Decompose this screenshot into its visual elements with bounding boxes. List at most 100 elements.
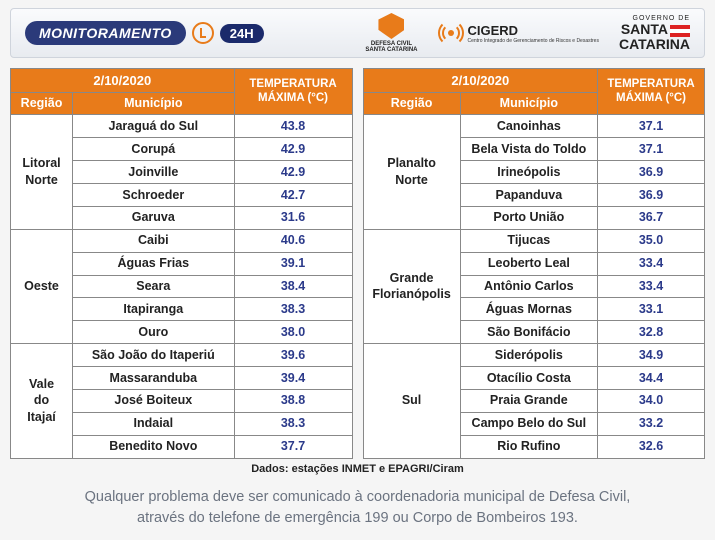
temp-cell: 35.0 <box>598 229 705 252</box>
temp-cell: 31.6 <box>234 206 352 229</box>
shield-icon <box>378 13 404 39</box>
temp-cell: 42.9 <box>234 138 352 161</box>
col-muni: Município <box>73 92 235 115</box>
muni-cell: Tijucas <box>460 229 597 252</box>
broadcast-icon <box>438 20 464 46</box>
defesa-civil-logo: DEFESA CIVILSANTA CATARINA <box>365 13 417 53</box>
table-row: OesteCaibi40.6 <box>11 229 353 252</box>
muni-cell: Bela Vista do Toldo <box>460 138 597 161</box>
temp-cell: 37.1 <box>598 138 705 161</box>
header-logos: DEFESA CIVILSANTA CATARINA CIGERD Centro… <box>365 13 690 53</box>
muni-cell: Caibi <box>73 229 235 252</box>
date-header: 2/10/2020 <box>11 69 235 93</box>
temp-cell: 42.7 <box>234 184 352 207</box>
table-row: GrandeFlorianópolisTijucas35.0 <box>363 229 705 252</box>
region-cell: GrandeFlorianópolis <box>363 229 460 343</box>
table-row: ValedoItajaíSão João do Itaperiú39.6 <box>11 344 353 367</box>
muni-cell: Itapiranga <box>73 298 235 321</box>
data-source: Dados: estações INMET e EPAGRI/Ciram <box>10 459 705 477</box>
monitoramento-pill: MONITORAMENTO <box>25 21 186 45</box>
right-tbody: PlanaltoNorteCanoinhas37.1Bela Vista do … <box>363 115 705 458</box>
muni-cell: Irineópolis <box>460 161 597 184</box>
table-row: SulSiderópolis34.9 <box>363 344 705 367</box>
muni-cell: São João do Itaperiú <box>73 344 235 367</box>
temp-cell: 38.8 <box>234 389 352 412</box>
region-cell: LitoralNorte <box>11 115 73 229</box>
temp-cell: 33.4 <box>598 275 705 298</box>
muni-cell: Otacílio Costa <box>460 367 597 390</box>
temp-cell: 38.3 <box>234 298 352 321</box>
cigerd-logo: CIGERD Centro Integrado de Gerenciamento… <box>438 20 599 46</box>
muni-cell: Praia Grande <box>460 389 597 412</box>
col-muni: Município <box>460 92 597 115</box>
clock-icon <box>192 22 214 44</box>
muni-cell: Campo Belo do Sul <box>460 412 597 435</box>
right-table: 2/10/2020 TEMPERATURAMÁXIMA (°C) Região … <box>363 68 706 459</box>
tables-container: 2/10/2020 TEMPERATURAMÁXIMA (°C) Região … <box>10 68 705 459</box>
temp-cell: 38.4 <box>234 275 352 298</box>
temp-cell: 33.4 <box>598 252 705 275</box>
muni-cell: Águas Frias <box>73 252 235 275</box>
table-row: PlanaltoNorteCanoinhas37.1 <box>363 115 705 138</box>
footer-note: Qualquer problema deve ser comunicado à … <box>10 477 705 529</box>
temp-header: TEMPERATURAMÁXIMA (°C) <box>598 69 705 115</box>
temp-cell: 40.6 <box>234 229 352 252</box>
region-cell: Sul <box>363 344 460 458</box>
temp-cell: 32.6 <box>598 435 705 458</box>
temp-cell: 34.9 <box>598 344 705 367</box>
muni-cell: Papanduva <box>460 184 597 207</box>
right-table-wrap: 2/10/2020 TEMPERATURAMÁXIMA (°C) Região … <box>363 68 706 459</box>
temp-cell: 38.0 <box>234 321 352 344</box>
temp-cell: 37.1 <box>598 115 705 138</box>
temp-cell: 34.0 <box>598 389 705 412</box>
temp-cell: 39.6 <box>234 344 352 367</box>
temp-cell: 39.1 <box>234 252 352 275</box>
santa-catarina-logo: GOVERNO DE SANTA CATARINA <box>619 15 690 50</box>
header-bar: MONITORAMENTO 24H DEFESA CIVILSANTA CATA… <box>10 8 705 58</box>
muni-cell: Seara <box>73 275 235 298</box>
defesa-civil-label: DEFESA CIVILSANTA CATARINA <box>365 41 417 53</box>
left-table-wrap: 2/10/2020 TEMPERATURAMÁXIMA (°C) Região … <box>10 68 353 459</box>
temp-cell: 36.9 <box>598 161 705 184</box>
temp-header: TEMPERATURAMÁXIMA (°C) <box>234 69 352 115</box>
col-region: Região <box>363 92 460 115</box>
cigerd-text: CIGERD <box>468 23 599 38</box>
muni-cell: Massaranduba <box>73 367 235 390</box>
region-cell: Oeste <box>11 229 73 343</box>
muni-cell: Schroeder <box>73 184 235 207</box>
date-header: 2/10/2020 <box>363 69 598 93</box>
left-table: 2/10/2020 TEMPERATURAMÁXIMA (°C) Região … <box>10 68 353 459</box>
temp-cell: 33.1 <box>598 298 705 321</box>
flag-icon <box>670 25 690 37</box>
muni-cell: Ouro <box>73 321 235 344</box>
badge-24h: 24H <box>220 24 264 43</box>
muni-cell: Antônio Carlos <box>460 275 597 298</box>
muni-cell: Rio Rufino <box>460 435 597 458</box>
muni-cell: Jaraguá do Sul <box>73 115 235 138</box>
muni-cell: Canoinhas <box>460 115 597 138</box>
col-region: Região <box>11 92 73 115</box>
muni-cell: São Bonifácio <box>460 321 597 344</box>
header-left: MONITORAMENTO 24H <box>25 21 264 45</box>
muni-cell: Águas Mornas <box>460 298 597 321</box>
muni-cell: Siderópolis <box>460 344 597 367</box>
temp-cell: 37.7 <box>234 435 352 458</box>
region-cell: ValedoItajaí <box>11 344 73 458</box>
table-row: LitoralNorteJaraguá do Sul43.8 <box>11 115 353 138</box>
temp-cell: 34.4 <box>598 367 705 390</box>
temp-cell: 36.9 <box>598 184 705 207</box>
muni-cell: Garuva <box>73 206 235 229</box>
muni-cell: Indaial <box>73 412 235 435</box>
cigerd-sub: Centro Integrado de Gerenciamento de Ris… <box>468 38 599 44</box>
left-tbody: LitoralNorteJaraguá do Sul43.8Corupá42.9… <box>11 115 353 458</box>
temp-cell: 33.2 <box>598 412 705 435</box>
muni-cell: Benedito Novo <box>73 435 235 458</box>
muni-cell: Porto União <box>460 206 597 229</box>
temp-cell: 39.4 <box>234 367 352 390</box>
temp-cell: 43.8 <box>234 115 352 138</box>
temp-cell: 36.7 <box>598 206 705 229</box>
region-cell: PlanaltoNorte <box>363 115 460 229</box>
temp-cell: 32.8 <box>598 321 705 344</box>
temp-cell: 42.9 <box>234 161 352 184</box>
muni-cell: José Boiteux <box>73 389 235 412</box>
